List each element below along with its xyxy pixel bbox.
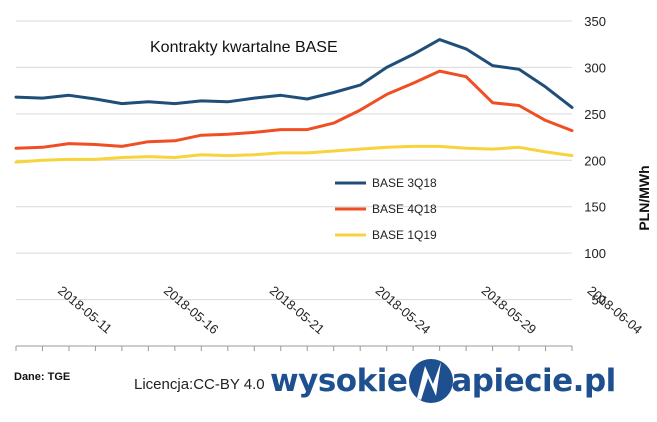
- brand-right-text: apiecie.pl: [451, 363, 616, 399]
- series-line-1: [14, 38, 574, 109]
- x-ticks: [15, 346, 573, 351]
- y-tick-label: 150: [584, 200, 606, 215]
- license-text: Licencja:CC-BY 4.0: [134, 376, 265, 393]
- y-tick-label: 200: [584, 153, 606, 168]
- chart-title: Kontrakty kwartalne BASE: [150, 39, 338, 56]
- x-tick-label: 2018-05-24: [373, 283, 434, 337]
- legend-label: BASE 3Q18: [372, 176, 437, 190]
- y-tick-label: 300: [584, 60, 606, 75]
- brand-left-text: wysokie: [270, 363, 408, 399]
- x-tick-label: 2018-05-21: [267, 283, 328, 337]
- series-line-2: [14, 69, 574, 150]
- grid-lines: [16, 20, 572, 301]
- y-tick-label: 50: [592, 293, 606, 308]
- y-tick-label: 250: [584, 107, 606, 122]
- series-lines: [14, 38, 574, 164]
- y-tick-label: 350: [584, 14, 606, 29]
- y-tick-label: 100: [584, 246, 606, 261]
- y-ticks: 50 100 150 200 250 300 350: [584, 14, 606, 308]
- legend: BASE 3Q18 BASE 4Q18 BASE 1Q19: [335, 176, 437, 242]
- legend-label: BASE 4Q18: [372, 202, 437, 216]
- x-tick-labels: 2018-05-11 2018-05-16 2018-05-21 2018-05-24…: [55, 283, 646, 337]
- legend-label: BASE 1Q19: [372, 228, 437, 242]
- y-axis-label: PLN/MWh: [636, 165, 652, 230]
- brand-logo[interactable]: wysokie apiecie.pl: [270, 356, 616, 406]
- lightning-n-icon: [403, 356, 455, 406]
- x-tick-label: 2018-05-16: [161, 283, 222, 337]
- data-source: Dane: TGE: [14, 371, 71, 383]
- x-tick-label: 2018-06-04: [585, 283, 646, 337]
- x-tick-label: 2018-05-29: [479, 283, 540, 337]
- x-tick-label: 2018-05-11: [55, 283, 115, 337]
- series-line-3: [14, 144, 574, 164]
